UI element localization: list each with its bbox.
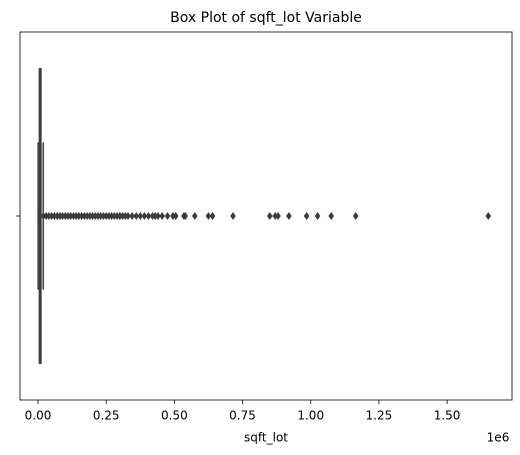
x-tick-label: 1.50 — [434, 409, 461, 423]
outlier — [352, 212, 359, 220]
x-tick-label: 0.50 — [161, 409, 188, 423]
outlier — [159, 212, 165, 220]
outlier — [145, 212, 152, 220]
outlier — [155, 212, 161, 220]
outlier — [314, 212, 321, 220]
outlier — [137, 212, 144, 220]
x-offset-label: 1e6 — [487, 431, 510, 445]
outlier — [485, 212, 492, 220]
outlier — [129, 212, 135, 220]
x-tick-label: 1.00 — [297, 409, 324, 423]
outlier — [275, 212, 281, 220]
x-tick-label: 1.25 — [366, 409, 393, 423]
outlier — [182, 212, 189, 220]
outlier — [172, 212, 179, 220]
outlier — [286, 212, 292, 220]
outlier — [192, 212, 198, 220]
outlier — [328, 212, 334, 220]
x-tick-label: 0.75 — [229, 409, 256, 423]
outlier — [164, 212, 171, 220]
outlier — [303, 212, 310, 220]
x-tick-label: 0.25 — [93, 409, 120, 423]
outlier — [125, 212, 131, 220]
outlier — [141, 212, 148, 220]
outlier — [133, 212, 139, 220]
x-tick-label: 0.00 — [25, 409, 52, 423]
outlier — [267, 212, 273, 220]
chart-title: Box Plot of sqft_lot Variable — [170, 10, 362, 26]
outlier — [205, 212, 212, 220]
outlier — [230, 212, 236, 220]
outlier — [209, 212, 216, 220]
x-axis-label: sqft_lot — [244, 431, 288, 445]
